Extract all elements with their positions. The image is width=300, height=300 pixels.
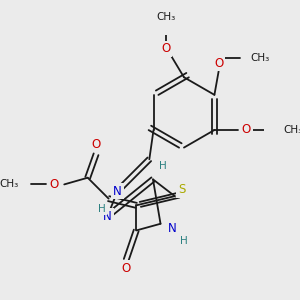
Text: O: O [50,178,59,191]
Text: CH₃: CH₃ [250,53,270,63]
Text: O: O [242,124,251,136]
Text: N: N [113,184,122,198]
Text: N: N [168,222,177,235]
Text: CH₃: CH₃ [283,125,300,135]
Text: CH₃: CH₃ [156,12,175,22]
Text: H: H [180,236,188,245]
Text: H: H [159,161,166,171]
Text: N: N [103,210,112,223]
Text: H: H [98,204,106,214]
Text: S: S [178,183,185,196]
Text: CH₃: CH₃ [0,179,19,189]
Text: O: O [122,262,131,275]
Text: O: O [92,138,101,151]
Text: O: O [161,42,170,55]
Text: O: O [214,56,223,70]
